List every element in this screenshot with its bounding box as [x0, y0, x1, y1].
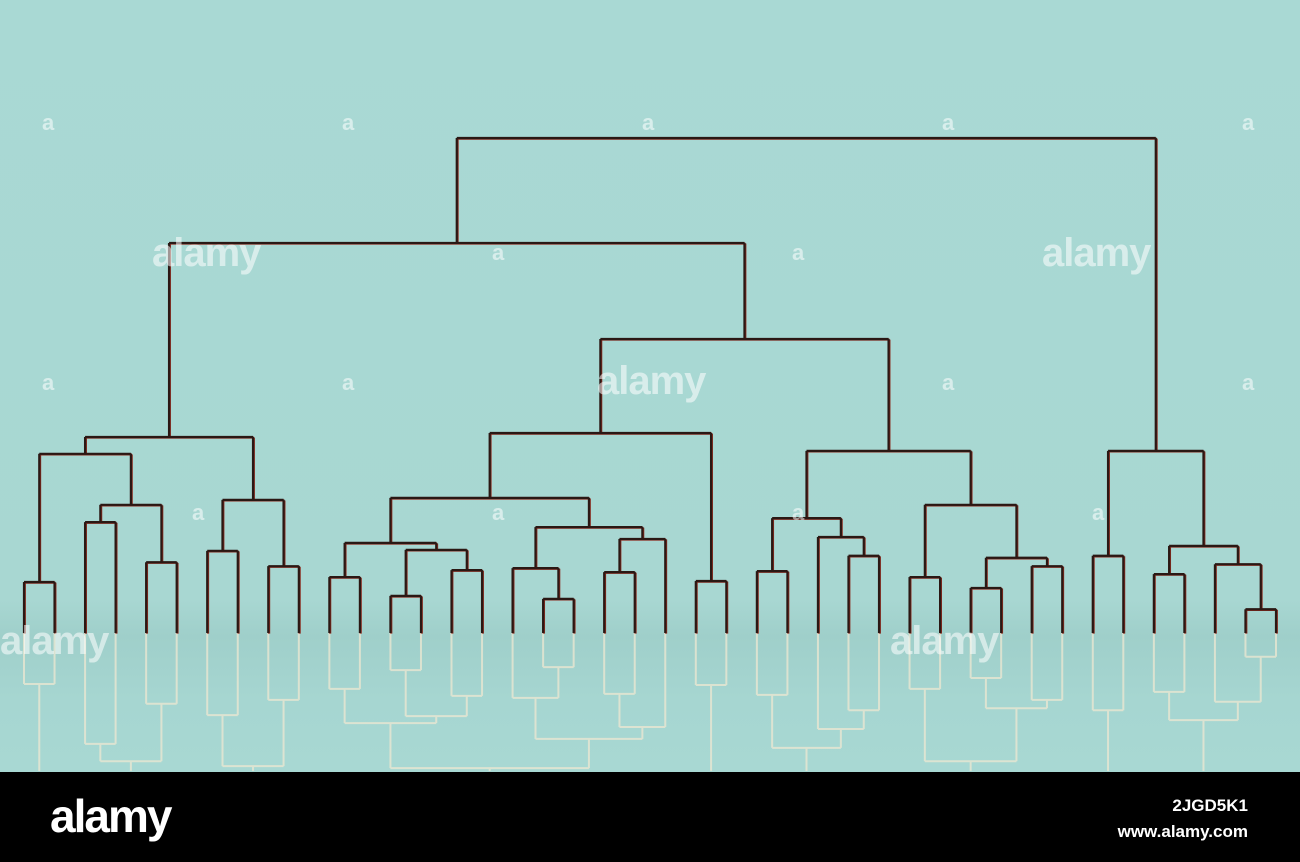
watermark-letter: a [942, 370, 955, 395]
watermark-letter: a [192, 500, 205, 525]
watermark-letter: a [492, 240, 505, 265]
watermark-letter: a [1242, 370, 1255, 395]
watermark-letter: a [1092, 500, 1105, 525]
watermark-letter: a [342, 110, 355, 135]
watermark-text: alamy [890, 619, 999, 663]
watermark-letter: a [342, 370, 355, 395]
image-id: 2JGD5K1 [1172, 796, 1248, 815]
watermark-letter: a [492, 500, 505, 525]
watermark-letter: a [792, 240, 805, 265]
dendrogram-reflection [23, 633, 1277, 771]
watermark-text: alamy [1042, 231, 1151, 275]
watermark-letter: a [792, 500, 805, 525]
watermark-text: alamy [0, 619, 109, 663]
watermark-text: alamy [152, 231, 261, 275]
alamy-logo: alamy [50, 790, 172, 842]
site-url[interactable]: www.alamy.com [1117, 822, 1248, 841]
watermark-letter: a [42, 370, 55, 395]
watermark-letter: a [942, 110, 955, 135]
dendrogram [22, 136, 1278, 771]
footer-bar: alamy 2JGD5K1 www.alamy.com [0, 772, 1300, 862]
watermark-text: alamy [597, 359, 706, 403]
watermark-letter: a [642, 110, 655, 135]
watermark-letter: a [1242, 110, 1255, 135]
watermark-letter: a [42, 110, 55, 135]
dendrogram-canvas: alamy alamy alamy alamy alamy a a a a a … [0, 0, 1300, 772]
dendrogram-tree [22, 136, 1278, 634]
